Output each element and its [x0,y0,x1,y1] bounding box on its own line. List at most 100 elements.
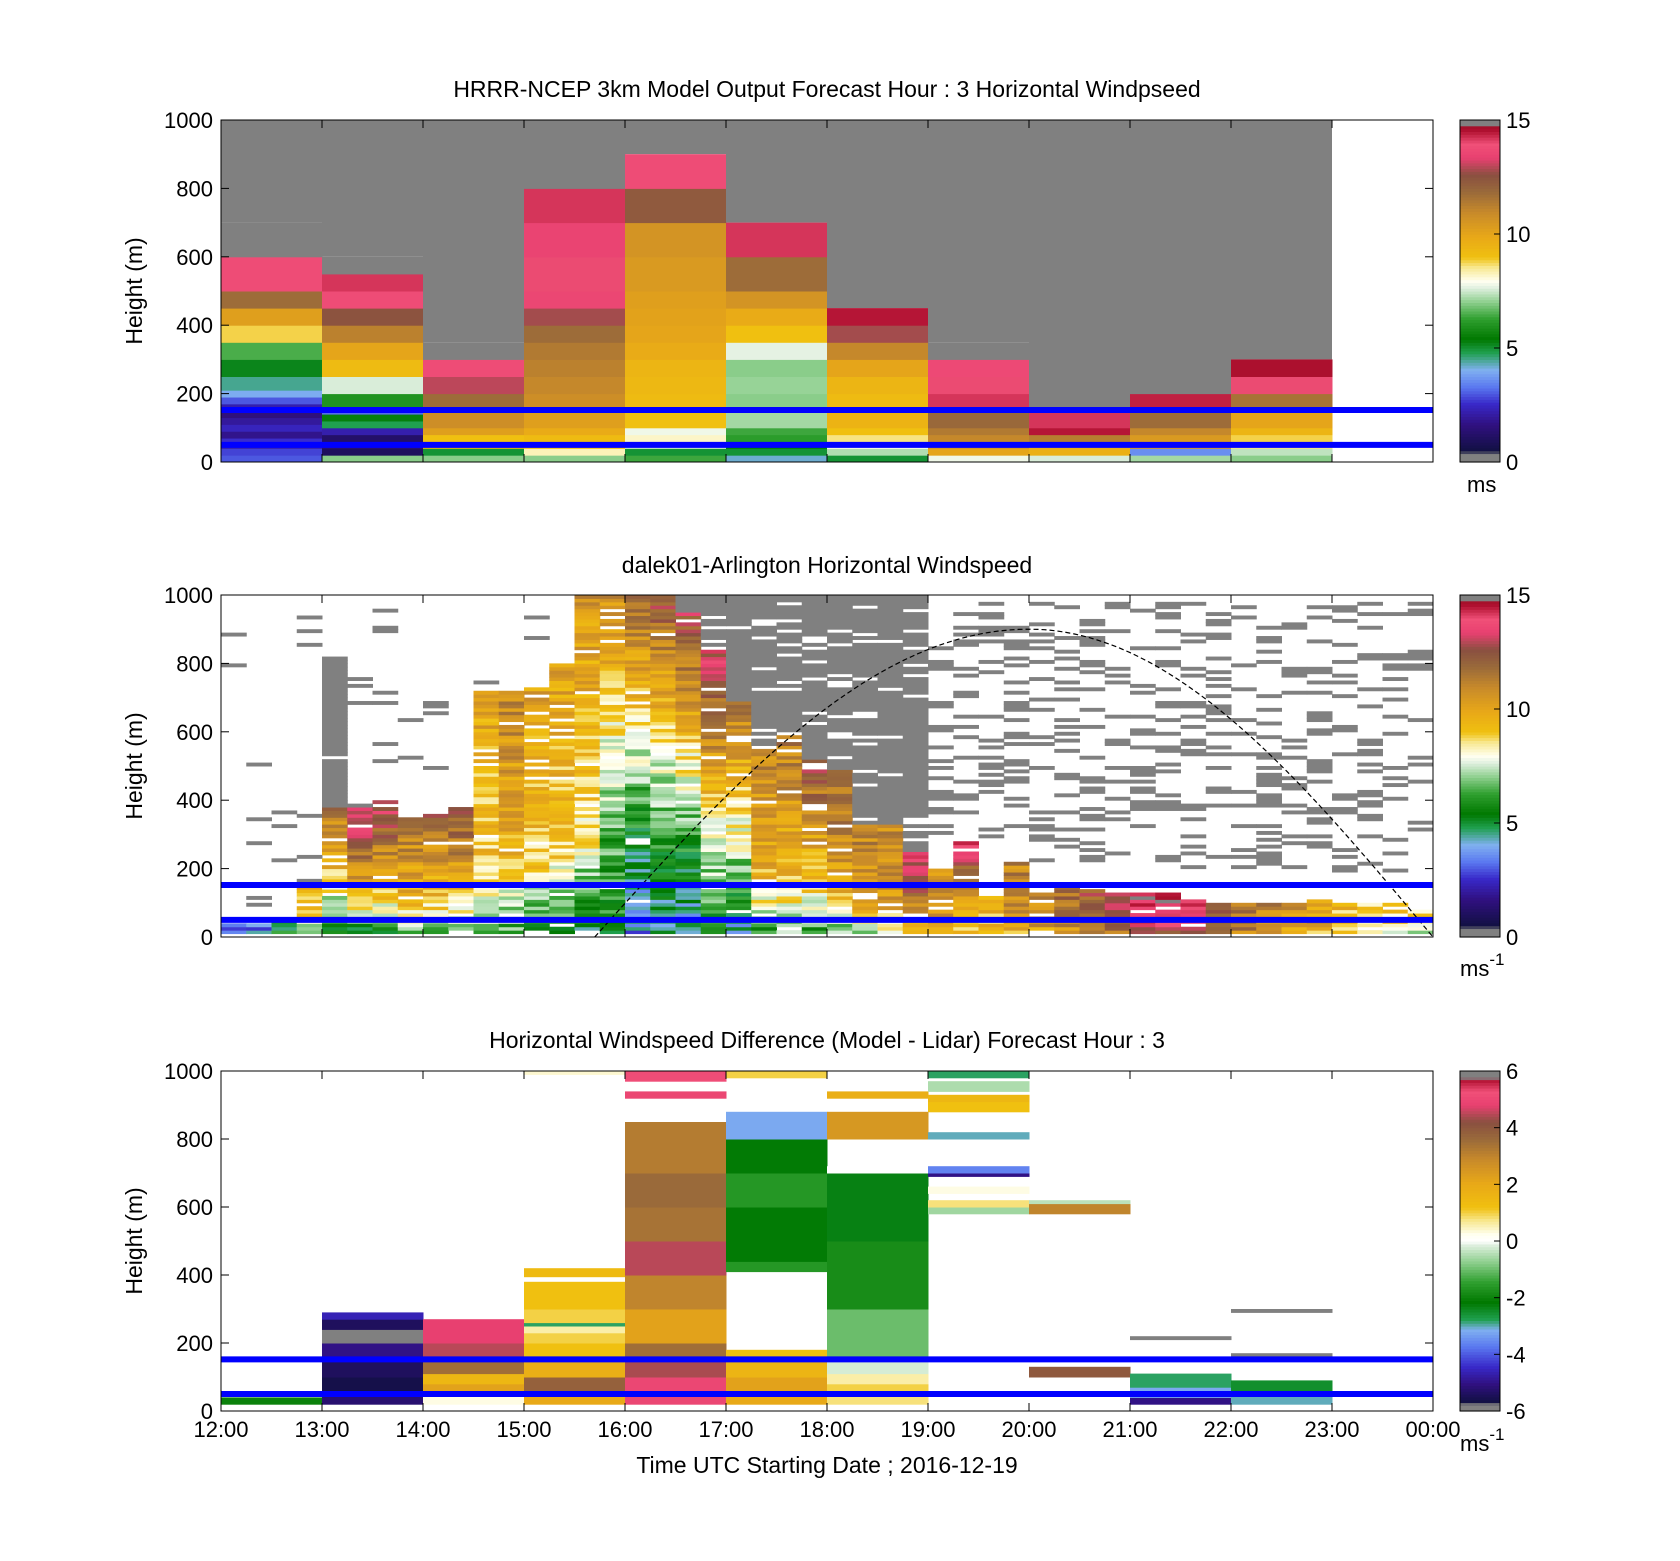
lidar-cell [827,926,853,931]
lidar-cell [322,680,348,685]
model-cell [827,448,929,456]
lidar-cell [498,762,525,767]
lidar-cell [322,889,348,894]
colorbar-swatch [1460,877,1500,881]
lidar-cell [852,663,878,668]
lidar-cell [574,848,601,852]
lidar-cell [852,779,878,784]
colorbar-swatch [1460,746,1500,750]
lidar-cell [726,878,752,883]
lidar-cell [650,858,676,863]
lidar-cell [928,810,954,815]
lidar-cell [700,776,727,781]
difference-cell [928,1173,1030,1177]
lidar-cell [524,793,550,798]
lidar-cell [473,851,500,856]
lidar-cell [877,649,904,654]
lidar-cell [625,618,651,623]
lidar-cell [902,878,929,883]
lidar-cell [751,731,777,736]
lidar-cell [726,742,752,746]
lidar-cell [1054,687,1080,692]
lidar-cell [650,721,676,726]
lidar-cell [1332,728,1358,733]
lidar-cell [852,875,878,880]
lidar-cell [1205,913,1232,917]
lidar-cell [650,902,676,907]
colorbar-swatch [1460,626,1500,630]
lidar-cell [953,841,979,846]
lidar-cell [928,766,954,770]
lidar-cell [296,899,323,904]
lidar-cell [1357,906,1383,911]
lidar-cell [877,608,904,613]
lidar-cell [650,872,676,876]
colorbar-swatch [1460,1289,1500,1293]
lidar-cell [776,625,803,630]
lidar-cell [625,721,651,726]
lidar-cell [902,601,929,606]
lidar-cell [625,656,651,661]
y-tick-label: 1000 [164,108,213,133]
lidar-cell [726,810,752,815]
lidar-cell [1003,646,1030,651]
lidar-cell [751,926,777,931]
lidar-cell [877,615,904,620]
lidar-cell [347,837,373,842]
lidar-cell [574,632,601,637]
lidar-cell [877,748,904,753]
lidar-cell [751,796,777,801]
lidar-cell [726,872,752,876]
lidar-cell [1130,745,1156,750]
lidar-cell [1054,810,1080,815]
lidar-cell [322,697,348,702]
difference-cell [1130,1373,1232,1388]
lidar-cell [827,766,853,770]
lidar-cell [599,841,626,846]
colorbar-swatch [1460,1190,1500,1194]
model-cell [1029,427,1131,436]
lidar-cell [726,769,752,774]
lidar-cell [372,848,399,852]
lidar-cell [498,844,525,849]
lidar-cell [978,714,1005,719]
colorbar-swatch [1460,640,1500,645]
lidar-cell [751,755,777,760]
lidar-cell [827,854,853,859]
lidar-cell [599,673,626,678]
lidar-cell [700,820,727,825]
lidar-cell [675,834,702,839]
lidar-cell [675,742,702,746]
lidar-cell [372,807,399,811]
lidar-cell [1180,673,1207,678]
colorbar-swatch [1460,1167,1500,1171]
lidar-cell [751,902,777,907]
colorbar-swatch [1460,279,1500,284]
lidar-cell [877,844,904,849]
lidar-cell [448,892,474,897]
lidar-cell [625,663,651,668]
colorbar-swatch [1460,748,1500,753]
lidar-cell [397,858,424,863]
lidar-cell [827,841,853,846]
lidar-cell [625,646,651,651]
colorbar-swatch [1460,171,1500,175]
lidar-cell [322,704,348,709]
lidar-cell [549,810,575,815]
lidar-cell [448,830,474,835]
colorbar-swatch [1460,1292,1500,1296]
lidar-cell [700,803,727,808]
lidar-cell [1357,612,1383,617]
lidar-cell [1079,779,1106,784]
lidar-cell [574,810,601,815]
lidar-cell [978,615,1005,620]
lidar-cell [1155,913,1181,917]
colorbar-swatch [1460,1340,1500,1344]
lidar-cell [902,844,929,849]
lidar-cell [473,707,500,712]
lidar-cell [776,769,803,774]
lidar-cell [372,878,399,883]
lidar-cell [448,906,474,911]
lidar-cell [599,872,626,876]
lidar-cell [1130,913,1156,917]
